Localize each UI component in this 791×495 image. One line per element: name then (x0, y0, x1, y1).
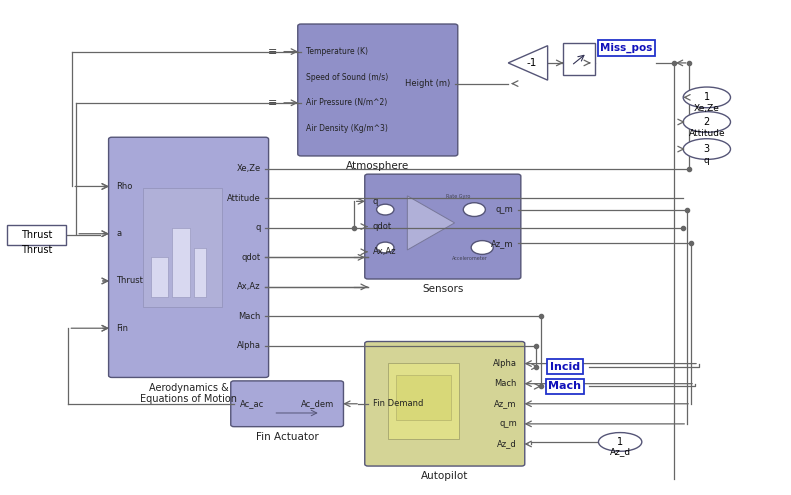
Polygon shape (508, 46, 547, 80)
Text: Fin: Fin (116, 324, 128, 333)
FancyBboxPatch shape (365, 342, 524, 466)
FancyBboxPatch shape (231, 381, 343, 427)
Text: Fin Demand: Fin Demand (373, 399, 423, 408)
Text: a: a (116, 229, 122, 238)
FancyBboxPatch shape (143, 189, 222, 306)
Text: Height (m): Height (m) (405, 79, 450, 88)
Bar (172, 228, 190, 297)
FancyBboxPatch shape (563, 43, 595, 75)
Ellipse shape (599, 433, 642, 451)
Text: q: q (255, 223, 261, 232)
Text: Attitude: Attitude (688, 129, 725, 138)
Text: Az_m: Az_m (494, 399, 517, 408)
Text: Ac_ac: Ac_ac (240, 399, 264, 408)
Ellipse shape (377, 204, 394, 215)
Ellipse shape (683, 87, 731, 108)
Text: Temperature (K): Temperature (K) (305, 47, 368, 56)
Text: Alpha: Alpha (493, 359, 517, 368)
Bar (194, 248, 206, 297)
Text: Alpha: Alpha (237, 342, 261, 350)
Text: Air Density (Kg/m^3): Air Density (Kg/m^3) (305, 124, 388, 133)
Ellipse shape (464, 203, 486, 216)
Text: q: q (373, 197, 378, 206)
Text: Miss_pos: Miss_pos (600, 43, 653, 53)
Text: Xe,Ze: Xe,Ze (237, 164, 261, 173)
Ellipse shape (377, 242, 394, 253)
Bar (151, 257, 168, 297)
Text: q: q (704, 156, 710, 165)
Text: Atmosphere: Atmosphere (346, 161, 410, 171)
Text: qdot: qdot (241, 253, 261, 262)
Text: Speed of Sound (m/s): Speed of Sound (m/s) (305, 73, 388, 82)
Text: Mach: Mach (238, 312, 261, 321)
Text: Fin Actuator: Fin Actuator (255, 432, 319, 442)
FancyBboxPatch shape (388, 363, 459, 440)
FancyBboxPatch shape (7, 225, 66, 245)
Text: Incid: Incid (550, 362, 580, 372)
Ellipse shape (683, 112, 731, 132)
Text: Xe,Ze: Xe,Ze (694, 104, 720, 113)
Text: Sensors: Sensors (422, 285, 464, 295)
Text: Aerodynamics &
Equations of Motion: Aerodynamics & Equations of Motion (140, 383, 237, 404)
Text: q_m: q_m (495, 205, 513, 214)
Text: Az_d: Az_d (497, 440, 517, 448)
Polygon shape (407, 196, 455, 250)
Text: 3: 3 (704, 144, 710, 154)
Text: qdot: qdot (373, 222, 392, 231)
Text: q_m: q_m (499, 419, 517, 428)
FancyBboxPatch shape (297, 24, 458, 156)
Text: Rho: Rho (116, 182, 133, 191)
Text: Attitude: Attitude (227, 194, 261, 203)
Text: Az_m: Az_m (490, 239, 513, 248)
Text: -1: -1 (527, 58, 537, 68)
Text: Accelerometer: Accelerometer (452, 256, 488, 261)
Text: 2: 2 (704, 117, 710, 127)
Text: Mach: Mach (494, 379, 517, 388)
Text: Ac_dem: Ac_dem (301, 399, 334, 408)
Text: ≡: ≡ (268, 98, 278, 108)
Text: Mach: Mach (548, 381, 581, 392)
FancyBboxPatch shape (365, 174, 520, 279)
Text: Ax,Az: Ax,Az (373, 248, 396, 256)
Text: Ax,Az: Ax,Az (237, 282, 261, 292)
FancyBboxPatch shape (108, 137, 269, 378)
Text: 1: 1 (704, 93, 710, 102)
Text: Air Pressure (N/m^2): Air Pressure (N/m^2) (305, 99, 387, 107)
Ellipse shape (471, 241, 494, 254)
Text: Thrust: Thrust (21, 230, 52, 240)
Text: Thrust: Thrust (116, 277, 143, 286)
Text: Rate Gyro: Rate Gyro (446, 195, 471, 199)
FancyBboxPatch shape (396, 376, 451, 420)
Text: Autopilot: Autopilot (421, 471, 468, 482)
Text: Thrust: Thrust (21, 245, 52, 255)
Text: ≡: ≡ (268, 47, 278, 56)
Text: 1: 1 (617, 437, 623, 447)
Ellipse shape (683, 139, 731, 159)
Text: Az_d: Az_d (610, 446, 630, 456)
